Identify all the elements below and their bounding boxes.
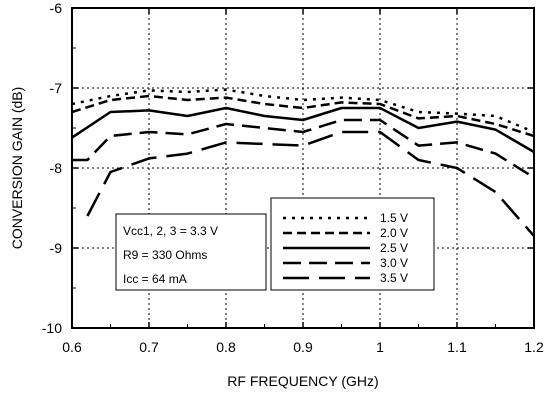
legend: 1.5 V2.0 V2.5 V3.0 V3.5 V (270, 197, 435, 291)
tick-marks (71, 7, 535, 329)
annotation-vcc: Vcc1, 2, 3 = 3.3 V (123, 224, 218, 238)
y-tick-label: -9 (50, 240, 63, 256)
y-axis-label: CONVERSION GAIN (dB) (9, 87, 25, 250)
legend-label: 2.5 V (380, 241, 408, 255)
x-tick-label: 0.8 (216, 339, 236, 355)
series-line-3-0-v (72, 118, 535, 179)
series-line-1-5-v (71, 88, 535, 134)
annotation-frame (115, 213, 267, 291)
y-tick-label: -8 (50, 160, 63, 176)
legend-label: 3.0 V (380, 256, 408, 270)
legend-label: 2.0 V (380, 226, 408, 240)
series-line-3-5-v (86, 130, 535, 237)
x-tick-label: 0.9 (293, 339, 313, 355)
annotation-r9: R9 = 330 Ohms (123, 248, 207, 262)
series-layer (71, 88, 535, 237)
legend-label: 1.5 V (380, 211, 408, 225)
y-tick-label: -7 (50, 80, 63, 96)
x-axis-label: RF FREQUENCY (GHz) (227, 373, 378, 389)
x-tick-label: 1.2 (524, 339, 544, 355)
legend-frame (270, 197, 435, 291)
y-tick-labels: -6 -7 -8 -9 -10 (42, 0, 62, 336)
x-tick-label: 0.7 (139, 339, 159, 355)
x-tick-label: 0.6 (62, 339, 82, 355)
legend-label: 3.5 V (380, 271, 408, 285)
x-tick-labels: 0.6 0.7 0.8 0.9 1 1.1 1.2 (62, 339, 544, 355)
x-tick-label: 1 (376, 339, 384, 355)
annotation-box: Vcc1, 2, 3 = 3.3 V R9 = 330 Ohms Icc = 6… (115, 213, 267, 291)
x-tick-label: 1.1 (447, 339, 467, 355)
y-tick-label: -10 (42, 320, 62, 336)
series-line-2-5-v (71, 106, 535, 154)
annotation-icc: Icc = 64 mA (123, 272, 187, 286)
y-tick-label: -6 (50, 0, 63, 16)
